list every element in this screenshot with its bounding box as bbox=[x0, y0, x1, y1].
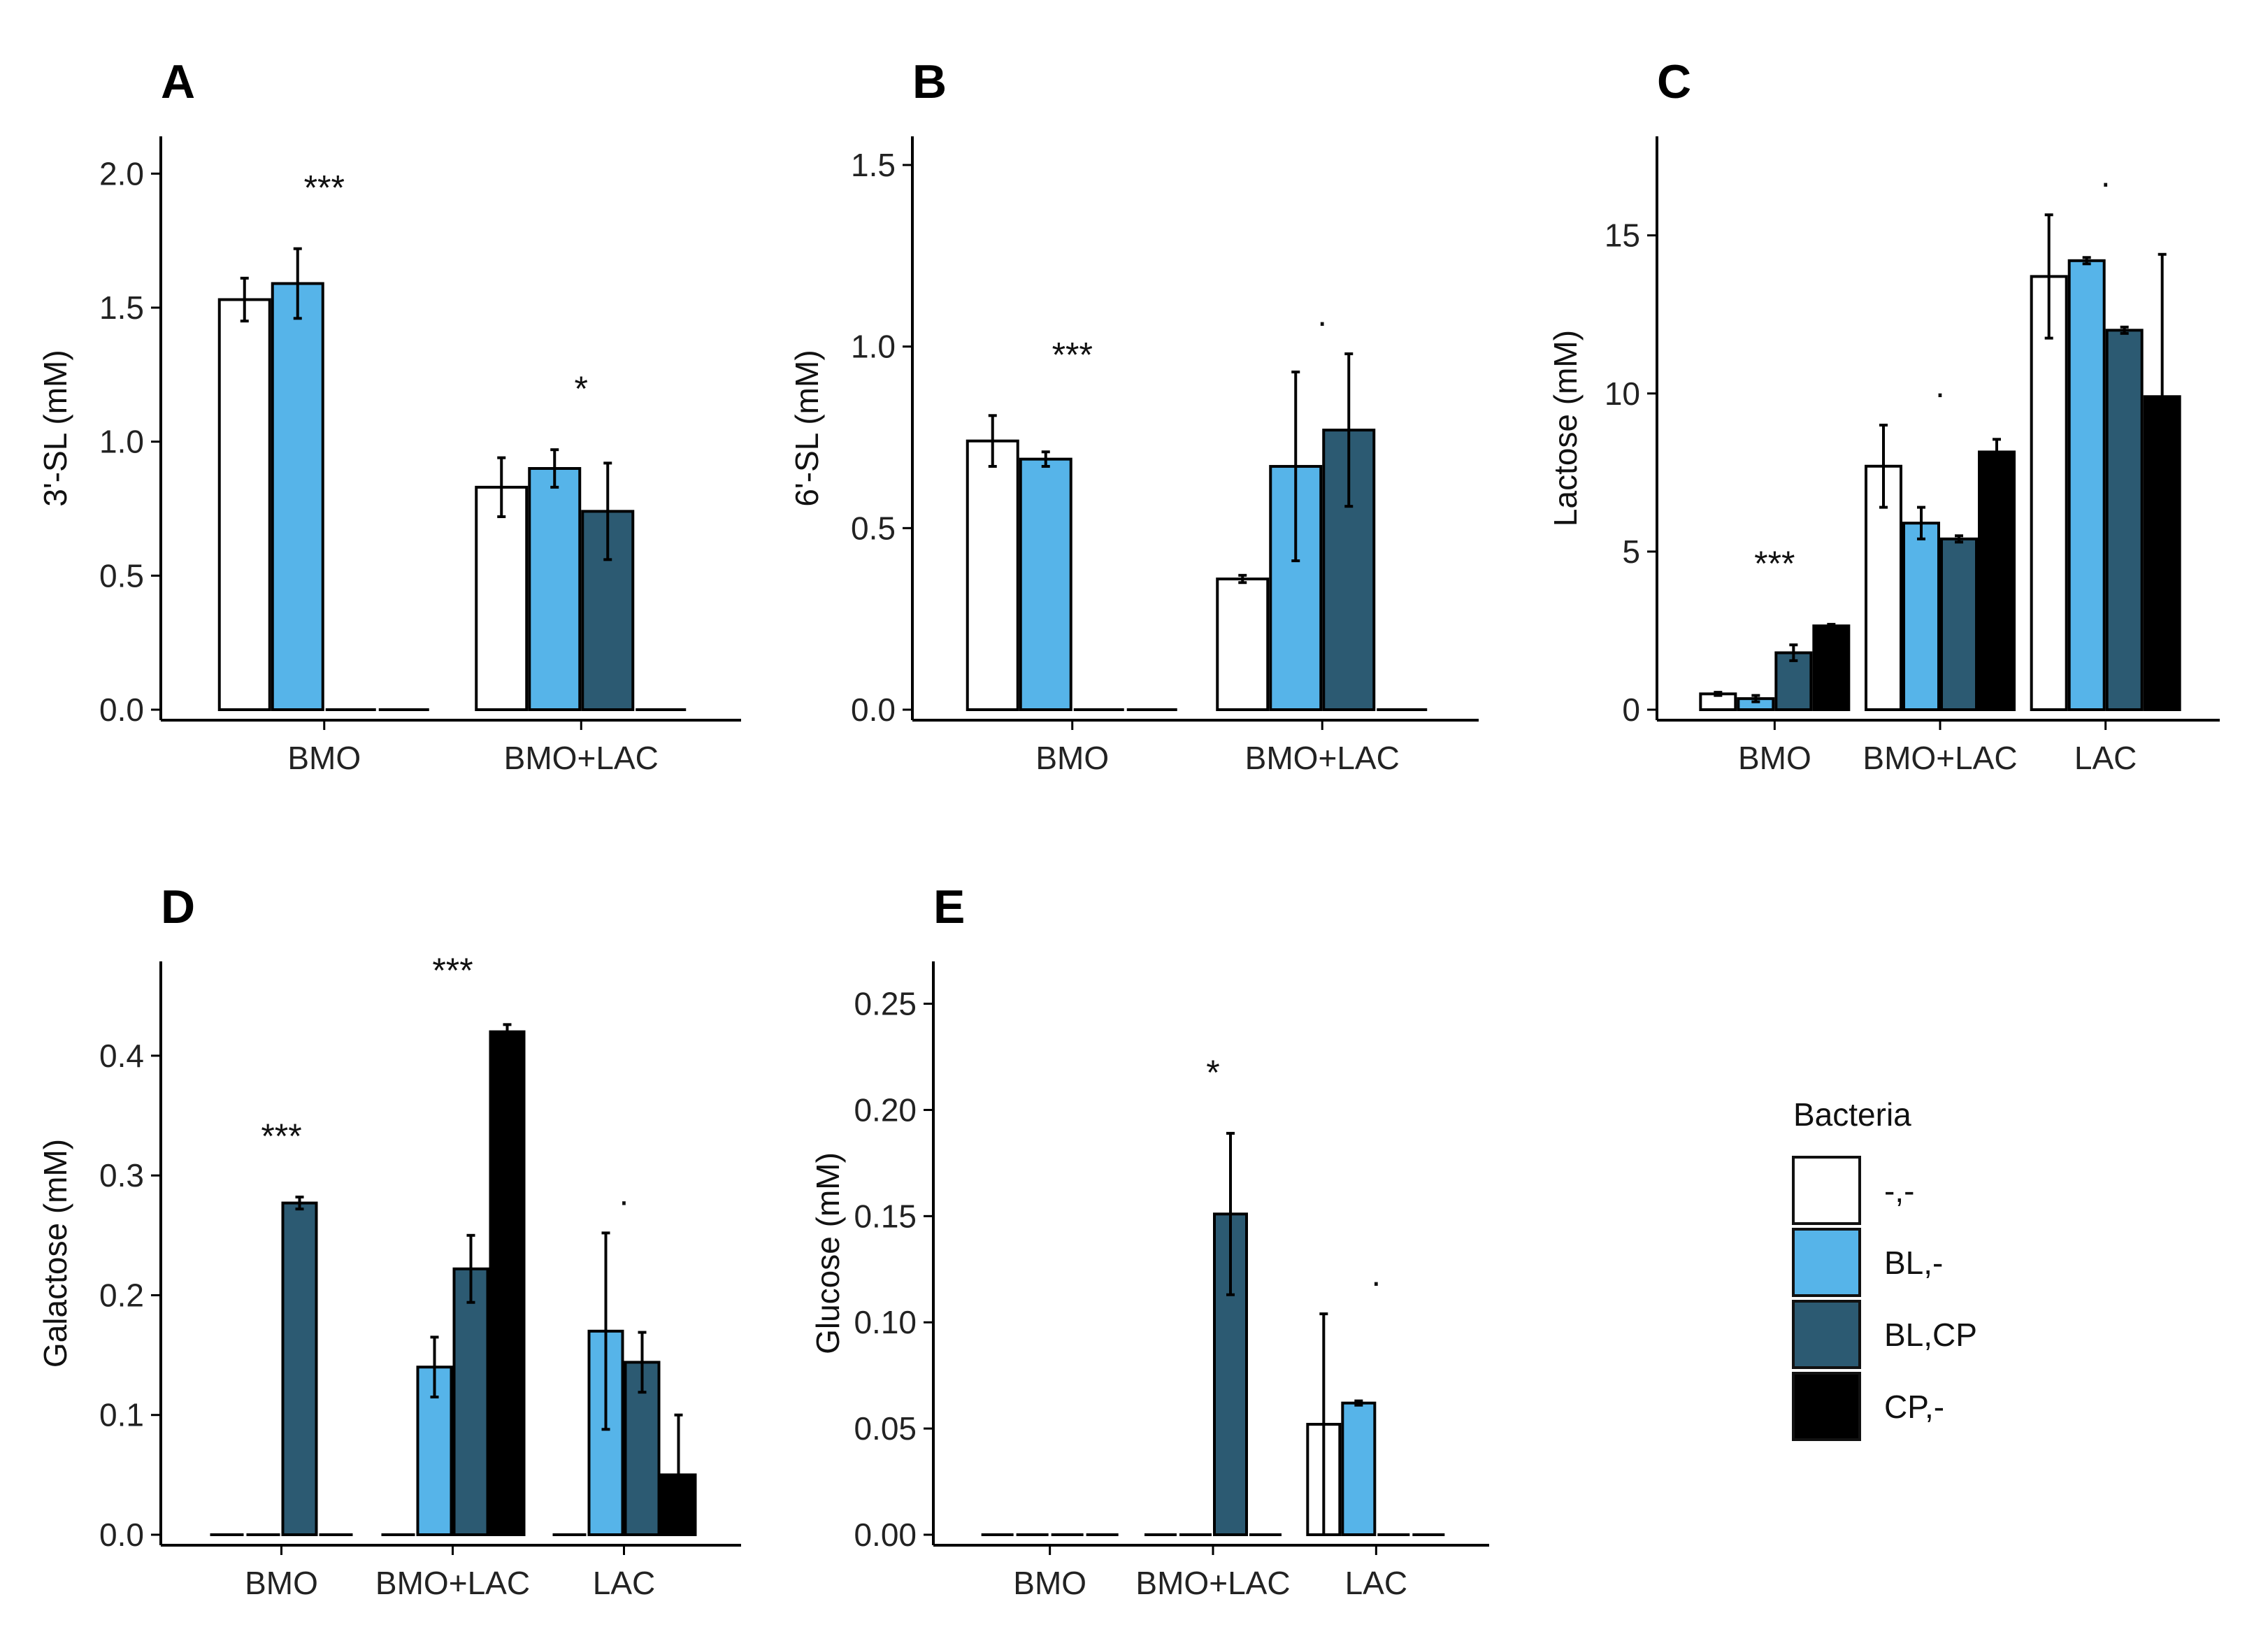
y-tick-label: 0.15 bbox=[854, 1198, 917, 1234]
x-tick-label: BMO+LAC bbox=[1135, 1565, 1290, 1601]
y-tick-label: 0.3 bbox=[99, 1157, 144, 1194]
legend-swatch bbox=[1792, 1228, 1861, 1297]
bar bbox=[1902, 522, 1940, 711]
x-tick-label: LAC bbox=[593, 1565, 655, 1601]
y-tick-label: 0.2 bbox=[99, 1277, 144, 1313]
bar bbox=[489, 1030, 526, 1536]
x-tick-label: BMO bbox=[1035, 740, 1109, 776]
legend: Bacteria -,- BL,- BL,CP CP,- bbox=[1792, 1096, 1977, 1441]
significance-label: . bbox=[1371, 1254, 1381, 1294]
y-tick-label: 0.5 bbox=[851, 510, 896, 546]
y-tick-label: 0.5 bbox=[99, 557, 144, 594]
y-tick-label: 0.00 bbox=[854, 1517, 917, 1553]
bar bbox=[452, 1267, 489, 1537]
x-tick-label: BMO+LAC bbox=[1863, 740, 2017, 776]
bar bbox=[1978, 450, 2016, 711]
significance-label: . bbox=[2101, 155, 2111, 194]
bar bbox=[271, 282, 324, 711]
y-tick-label: 15 bbox=[1605, 217, 1640, 254]
legend-title: Bacteria bbox=[1793, 1096, 1911, 1133]
significance-label: *** bbox=[432, 951, 473, 990]
significance-label: . bbox=[619, 1173, 629, 1212]
x-tick-label: BMO+LAC bbox=[504, 740, 659, 776]
y-tick-label: 0.20 bbox=[854, 1091, 917, 1128]
y-tick-label: 0.4 bbox=[99, 1038, 144, 1074]
panel-letter: E bbox=[933, 880, 965, 933]
bar bbox=[475, 485, 529, 711]
y-axis-title: 6'-SL (mM) bbox=[789, 350, 825, 506]
bar bbox=[2067, 259, 2106, 712]
significance-label: *** bbox=[304, 169, 345, 208]
y-tick-label: 0.1 bbox=[99, 1397, 144, 1433]
y-tick-label: 1.0 bbox=[99, 424, 144, 460]
bar bbox=[1019, 457, 1072, 711]
y-tick-label: 0.0 bbox=[851, 692, 896, 728]
legend-swatch bbox=[1792, 1300, 1861, 1369]
x-tick-label: BMO bbox=[1738, 740, 1811, 776]
y-tick-label: 2.0 bbox=[99, 155, 144, 192]
y-tick-label: 5 bbox=[1622, 533, 1640, 570]
y-tick-label: 0.25 bbox=[854, 986, 917, 1022]
bar bbox=[1213, 1212, 1248, 1536]
bar bbox=[1940, 537, 1978, 711]
bar bbox=[1341, 1401, 1377, 1537]
y-tick-label: 1.5 bbox=[851, 147, 896, 183]
x-tick-label: BMO+LAC bbox=[1245, 740, 1400, 776]
panel-letter: B bbox=[912, 55, 947, 108]
significance-label: *** bbox=[1754, 544, 1795, 583]
y-tick-label: 0.0 bbox=[99, 1517, 144, 1553]
y-tick-label: 0 bbox=[1622, 692, 1640, 728]
bar bbox=[1216, 578, 1270, 712]
x-tick-label: BMO+LAC bbox=[375, 1565, 530, 1601]
panel-c: C 0 5 10 15 Lactose (mM) BMO *** BMO+LAC. LAC. bbox=[1547, 55, 2220, 776]
y-tick-label: 0.0 bbox=[99, 692, 144, 728]
bar bbox=[2030, 275, 2068, 712]
x-tick-label: BMO bbox=[1013, 1565, 1086, 1601]
y-tick-label: 0.05 bbox=[854, 1410, 917, 1447]
significance-label: *** bbox=[261, 1117, 301, 1156]
significance-label: * bbox=[575, 369, 588, 408]
panel-e: E 0.00 0.05 0.10 0.15 0.20 0.25 Glucose (mM) BMO… bbox=[810, 880, 1489, 1601]
significance-label: . bbox=[1317, 294, 1327, 334]
bar bbox=[281, 1201, 318, 1536]
legend-label: BL,- bbox=[1884, 1245, 1943, 1281]
x-tick-label: LAC bbox=[2074, 740, 2137, 776]
panel-d: D 0.0 0.1 0.2 0.3 0.4 Galactose (mM) BMO *** BMO+… bbox=[37, 880, 741, 1601]
bar bbox=[217, 298, 271, 711]
bar bbox=[1812, 624, 1851, 711]
panel-a: A 0.0 0.5 1.0 1.5 2.0 3'-SL (mM) BMO *** BMO+LAC * bbox=[37, 55, 741, 776]
panel-letter: D bbox=[161, 880, 195, 933]
y-tick-label: 0.10 bbox=[854, 1304, 917, 1340]
y-axis-title: Glucose (mM) bbox=[810, 1152, 846, 1354]
y-axis-title: Lactose (mM) bbox=[1547, 330, 1584, 526]
panel-letter: A bbox=[161, 55, 195, 108]
panel-letter: C bbox=[1657, 55, 1691, 108]
bar bbox=[2105, 329, 2144, 712]
x-tick-label: LAC bbox=[1345, 1565, 1407, 1601]
legend-label: CP,- bbox=[1884, 1389, 1944, 1425]
y-tick-label: 1.5 bbox=[99, 289, 144, 326]
x-tick-label: BMO bbox=[287, 740, 361, 776]
panel-b: B 0.0 0.5 1.0 1.5 6'-SL (mM) BMO *** BMO+LAC. bbox=[789, 55, 1479, 776]
legend-swatch bbox=[1792, 1156, 1861, 1225]
legend-swatch bbox=[1792, 1372, 1861, 1441]
legend-label: -,- bbox=[1884, 1173, 1914, 1209]
y-axis-title: 3'-SL (mM) bbox=[37, 350, 73, 506]
bar bbox=[528, 467, 582, 711]
significance-label: . bbox=[1935, 366, 1945, 405]
significance-label: *** bbox=[1052, 335, 1093, 374]
bar bbox=[966, 439, 1019, 711]
legend-label: BL,CP bbox=[1884, 1317, 1977, 1353]
x-tick-label: BMO bbox=[245, 1565, 318, 1601]
y-tick-label: 1.0 bbox=[851, 329, 896, 365]
y-axis-title: Galactose (mM) bbox=[37, 1139, 73, 1368]
y-tick-label: 10 bbox=[1605, 375, 1640, 412]
significance-label: * bbox=[1206, 1053, 1219, 1092]
